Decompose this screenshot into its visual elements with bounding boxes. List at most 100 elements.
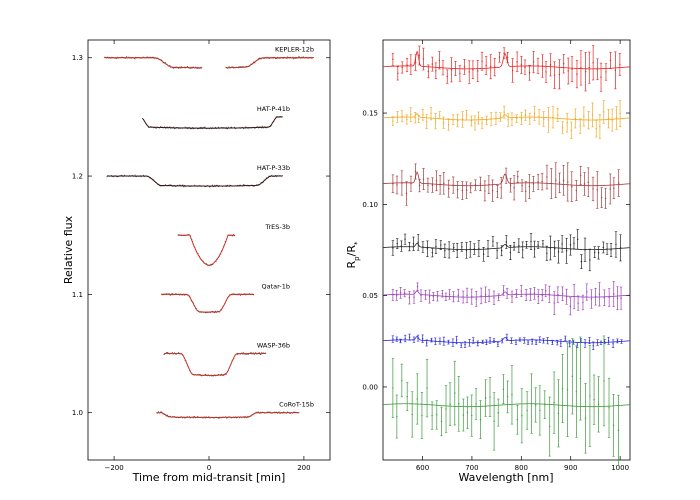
spectrum-point: [401, 66, 403, 69]
spectrum-point: [580, 67, 582, 69]
spectrum-point: [404, 337, 406, 340]
spectrum-point: [545, 290, 547, 292]
spectrum-point: [392, 58, 394, 61]
spectrum-series: [382, 229, 630, 272]
right-y-tick-label: 0.10: [362, 201, 378, 209]
spectrum-point: [549, 425, 551, 428]
spectrum-point: [410, 182, 412, 185]
spectrum-point: [497, 343, 499, 346]
spectrum-point: [396, 338, 398, 340]
planet-label: HAT-P-33b: [257, 164, 290, 172]
spectrum-point: [472, 69, 474, 71]
flux-point: [134, 174, 136, 176]
flux-point: [179, 184, 181, 186]
flux-point: [175, 353, 177, 355]
spectrum-point: [431, 252, 434, 254]
spectrum-point: [605, 71, 607, 73]
spectrum-point: [435, 180, 438, 182]
right-x-tick-label: 700: [465, 464, 478, 472]
spectrum-point: [422, 178, 425, 180]
spectrum-point: [435, 70, 437, 72]
spectrum-point: [496, 190, 499, 193]
spectrum-point: [561, 243, 563, 245]
flux-point: [211, 184, 214, 186]
flux-point: [178, 67, 180, 69]
spectrum-point: [616, 340, 619, 342]
spectrum-series: [382, 100, 630, 140]
spectrum-point: [555, 179, 557, 181]
flux-point: [230, 126, 232, 128]
spectrum-point: [392, 338, 394, 340]
spectrum-point: [520, 117, 523, 120]
spectrum-point: [479, 418, 482, 421]
spectrum-point: [557, 114, 559, 116]
spectrum-point: [579, 174, 582, 177]
right-x-tick-label: 800: [515, 464, 528, 472]
spectrum-point: [416, 286, 419, 288]
planet-label: Qatar-1b: [262, 282, 291, 290]
spectrum-point: [481, 122, 483, 124]
spectrum-point: [432, 295, 435, 298]
light-curve-hat-p-41b: HAT-P-41b: [142, 105, 290, 130]
flux-point: [171, 352, 173, 354]
spectrum-point: [561, 293, 564, 295]
spectrum-point: [456, 249, 458, 252]
spectrum-point: [615, 117, 618, 119]
spectrum-point: [582, 301, 584, 304]
spectrum-point: [566, 122, 568, 124]
spectrum-point: [513, 187, 515, 189]
flux-point: [134, 58, 136, 60]
spectrum-point: [588, 66, 590, 69]
spectrum-point: [502, 388, 505, 390]
flux-point: [245, 126, 247, 128]
spectrum-point: [428, 295, 431, 298]
spectrum-point: [401, 379, 403, 382]
flux-point: [184, 186, 186, 188]
spectrum-point: [608, 296, 610, 299]
spectrum-point: [392, 387, 394, 389]
flux-point: [254, 62, 256, 64]
spectrum-point: [557, 251, 560, 253]
spectrum-point: [525, 244, 528, 246]
flux-point: [170, 294, 172, 296]
transit-model-line: [161, 293, 255, 313]
spectrum-point: [537, 295, 539, 298]
spectrum-model-line: [382, 290, 630, 298]
spectrum-point: [484, 190, 486, 192]
spectrum-point: [392, 120, 394, 122]
spectrum-point: [546, 176, 548, 178]
spectrum-point: [576, 344, 578, 346]
spectrum-point: [589, 259, 591, 261]
spectrum-point: [420, 294, 422, 297]
left-x-tick-label: 200: [297, 464, 310, 472]
spectrum-point: [431, 184, 434, 186]
spectrum-point: [416, 398, 418, 400]
spectrum-point: [506, 396, 509, 398]
transit-model-line: [225, 57, 314, 69]
spectrum-point: [410, 63, 412, 66]
flux-point: [286, 57, 288, 60]
spectrum-point: [576, 73, 578, 75]
spectrum-point: [475, 298, 477, 300]
spectrum-point: [463, 66, 466, 68]
spectrum-point: [408, 297, 411, 299]
flux-point: [227, 126, 229, 128]
flux-point: [184, 126, 186, 128]
light-curve-corot-15b: CoRoT-15b: [156, 401, 314, 419]
spectrum-point: [442, 122, 445, 124]
spectrum-point: [563, 63, 565, 65]
spectrum-point: [511, 394, 513, 396]
spectrum-point: [543, 118, 545, 120]
spectrum-point: [516, 117, 518, 120]
spectrum-point: [562, 179, 565, 181]
left-y-tick-label: 1.0: [72, 409, 83, 417]
flux-point: [276, 58, 278, 60]
flux-point: [293, 58, 295, 60]
spectrum-point: [500, 250, 503, 252]
spectrum-point: [528, 185, 531, 188]
flux-point: [193, 184, 195, 186]
spectrum-point: [577, 302, 579, 304]
spectrum-point: [418, 54, 420, 57]
spectrum-point: [613, 293, 615, 295]
spectrum-model-line: [382, 171, 630, 187]
